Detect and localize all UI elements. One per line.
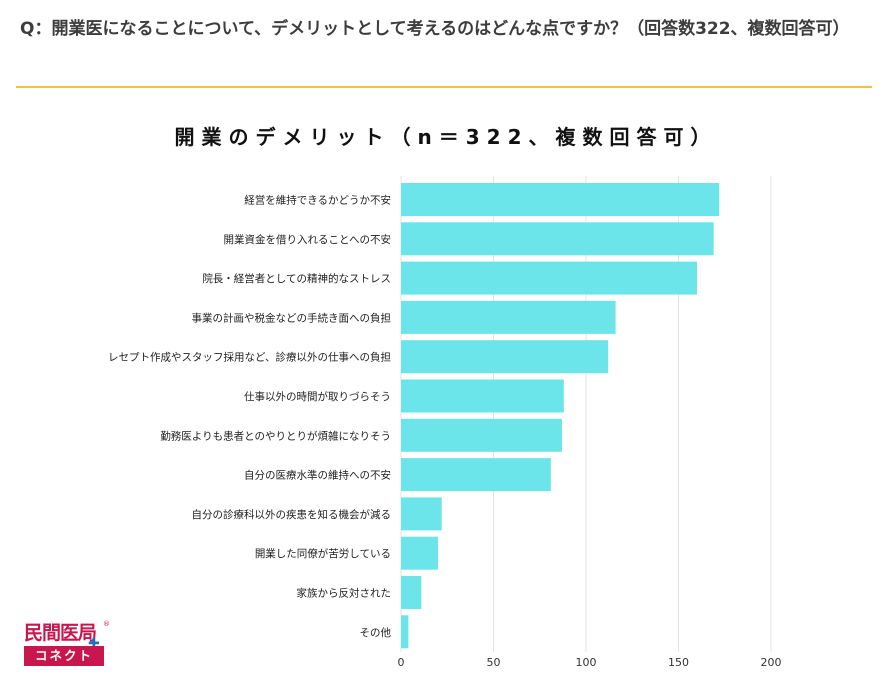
logo-bottom-text: コネクト [24, 646, 104, 666]
bar [401, 615, 409, 649]
divider [16, 86, 872, 88]
bar [401, 576, 422, 609]
bar [401, 222, 714, 256]
category-label: 経営を維持できるかどうか不安 [244, 194, 391, 207]
x-tick-label: 150 [668, 656, 689, 669]
logo-top-text: 民間医局 [24, 622, 97, 644]
bar [401, 536, 438, 570]
x-tick-label: 200 [761, 656, 782, 669]
bar [401, 183, 720, 216]
bar [401, 340, 609, 374]
category-labels: 経営を維持できるかどうか不安開業資金を借り入れることへの不安院長・経営者としての… [108, 194, 391, 639]
category-label: 家族から反対された [297, 587, 392, 600]
bar [401, 418, 562, 452]
x-tick-label: 50 [487, 656, 501, 669]
chart-title: 開業のデメリット（n＝322、複数回答可） [174, 125, 718, 149]
category-label: 自分の医療水準の維持への不安 [244, 469, 391, 482]
x-tick-label: 0 [398, 656, 405, 669]
bar [401, 379, 564, 413]
bar [401, 300, 616, 334]
category-label: 開業した同僚が苦労している [255, 547, 391, 560]
minkan-ikyoku-connect-logo: 民間医局 ® ✚ コネクト [24, 620, 110, 666]
question-text: Q：開業医になることについて、デメリットとして考えるのはどんな点ですか？（回答数… [20, 19, 850, 39]
bars [401, 183, 720, 649]
category-label: 院長・経営者としての精神的なストレス [202, 272, 391, 285]
registered-mark: ® [103, 620, 110, 628]
grid-lines [400, 176, 772, 652]
category-label: その他 [360, 626, 392, 639]
bar [401, 458, 551, 492]
category-label: 仕事以外の時間が取りづらそう [244, 390, 391, 403]
plus-icon: ✚ [88, 636, 100, 652]
category-label: 開業資金を借り入れることへの不安 [224, 233, 391, 246]
category-label: 事業の計画や税金などの手続き面への負担 [192, 311, 392, 324]
x-tick-label: 100 [576, 656, 597, 669]
category-label: レセプト作成やスタッフ採用など、診療以外の仕事への負担 [108, 351, 391, 364]
category-label: 勤務医よりも患者とのやりとりが煩雑になりそう [160, 429, 391, 442]
x-axis-ticks: 0 50 100 150 200 [398, 656, 782, 669]
category-label: 自分の診療科以外の疾患を知る機会が減る [192, 508, 392, 521]
bar [401, 497, 442, 531]
bar [401, 261, 697, 295]
